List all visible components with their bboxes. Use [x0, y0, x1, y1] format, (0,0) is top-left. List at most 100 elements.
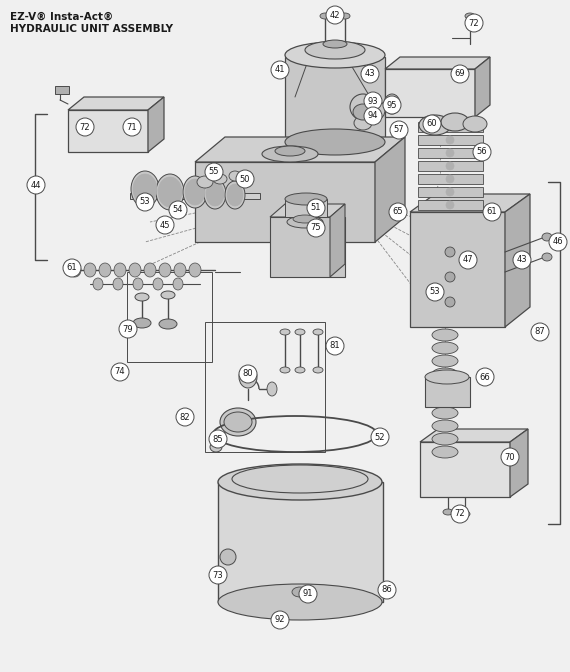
- Ellipse shape: [446, 123, 454, 131]
- Circle shape: [27, 176, 45, 194]
- Circle shape: [239, 365, 257, 383]
- Text: 53: 53: [140, 198, 150, 206]
- Text: 52: 52: [374, 433, 385, 442]
- Ellipse shape: [229, 171, 241, 181]
- Ellipse shape: [135, 293, 149, 301]
- Polygon shape: [270, 204, 345, 217]
- Text: 72: 72: [80, 122, 90, 132]
- Circle shape: [169, 201, 187, 219]
- Text: 81: 81: [329, 341, 340, 351]
- Text: 95: 95: [387, 101, 397, 110]
- Ellipse shape: [158, 177, 182, 207]
- Ellipse shape: [432, 368, 458, 380]
- Circle shape: [326, 337, 344, 355]
- Ellipse shape: [218, 584, 382, 620]
- Ellipse shape: [305, 41, 365, 59]
- Polygon shape: [385, 57, 490, 69]
- Circle shape: [389, 203, 407, 221]
- Text: 69: 69: [455, 69, 465, 79]
- Circle shape: [63, 259, 81, 277]
- Text: 74: 74: [115, 368, 125, 376]
- Ellipse shape: [323, 40, 347, 48]
- Ellipse shape: [542, 233, 552, 241]
- Ellipse shape: [432, 355, 458, 367]
- Bar: [418, 187, 483, 197]
- Ellipse shape: [206, 182, 224, 206]
- Text: 61: 61: [487, 208, 497, 216]
- Ellipse shape: [293, 215, 317, 223]
- Ellipse shape: [173, 278, 183, 290]
- Ellipse shape: [353, 104, 373, 120]
- Ellipse shape: [99, 263, 111, 277]
- Bar: [130, 193, 260, 199]
- Ellipse shape: [213, 174, 227, 184]
- Bar: [418, 161, 483, 171]
- Ellipse shape: [144, 263, 156, 277]
- Polygon shape: [330, 204, 345, 277]
- Circle shape: [76, 118, 94, 136]
- Ellipse shape: [445, 297, 455, 307]
- Polygon shape: [410, 194, 530, 212]
- Text: 51: 51: [311, 204, 321, 212]
- Ellipse shape: [210, 442, 222, 452]
- Circle shape: [209, 566, 227, 584]
- Ellipse shape: [295, 367, 305, 373]
- Text: 71: 71: [127, 122, 137, 132]
- Ellipse shape: [133, 318, 151, 328]
- Circle shape: [423, 115, 441, 133]
- Circle shape: [371, 428, 389, 446]
- Text: 60: 60: [427, 120, 437, 128]
- Ellipse shape: [443, 509, 453, 515]
- Polygon shape: [505, 194, 530, 327]
- Ellipse shape: [432, 433, 458, 445]
- Ellipse shape: [285, 193, 327, 205]
- Ellipse shape: [224, 412, 252, 432]
- Bar: [418, 122, 483, 132]
- Text: 65: 65: [393, 208, 404, 216]
- Circle shape: [426, 283, 444, 301]
- Circle shape: [383, 96, 401, 114]
- Ellipse shape: [84, 263, 96, 277]
- Ellipse shape: [340, 13, 350, 19]
- Circle shape: [271, 611, 289, 629]
- Ellipse shape: [446, 136, 454, 144]
- Ellipse shape: [275, 146, 305, 156]
- Circle shape: [451, 65, 469, 83]
- Bar: [55, 86, 69, 94]
- Polygon shape: [148, 97, 164, 152]
- Circle shape: [136, 193, 154, 211]
- Polygon shape: [195, 137, 405, 162]
- Bar: [418, 135, 483, 145]
- Circle shape: [483, 203, 501, 221]
- Ellipse shape: [185, 179, 205, 205]
- Ellipse shape: [262, 146, 318, 162]
- Polygon shape: [375, 137, 405, 242]
- Ellipse shape: [218, 464, 382, 500]
- Ellipse shape: [313, 367, 323, 373]
- Bar: [418, 148, 483, 158]
- Circle shape: [307, 199, 325, 217]
- Ellipse shape: [463, 116, 487, 132]
- Text: 47: 47: [463, 255, 473, 265]
- Ellipse shape: [280, 367, 290, 373]
- Ellipse shape: [446, 162, 454, 170]
- Polygon shape: [420, 429, 528, 442]
- Ellipse shape: [129, 263, 141, 277]
- Bar: [270, 217, 345, 277]
- Ellipse shape: [93, 278, 103, 290]
- Ellipse shape: [114, 263, 126, 277]
- Text: 46: 46: [553, 237, 563, 247]
- Bar: [127, 272, 212, 362]
- Circle shape: [205, 163, 223, 181]
- Text: 61: 61: [67, 263, 78, 273]
- Ellipse shape: [445, 247, 455, 257]
- Ellipse shape: [419, 115, 451, 135]
- Ellipse shape: [153, 278, 163, 290]
- Text: 80: 80: [243, 370, 253, 378]
- Ellipse shape: [113, 278, 123, 290]
- Ellipse shape: [460, 511, 470, 517]
- Ellipse shape: [267, 382, 277, 396]
- Ellipse shape: [287, 216, 323, 228]
- Circle shape: [361, 65, 379, 83]
- Ellipse shape: [445, 272, 455, 282]
